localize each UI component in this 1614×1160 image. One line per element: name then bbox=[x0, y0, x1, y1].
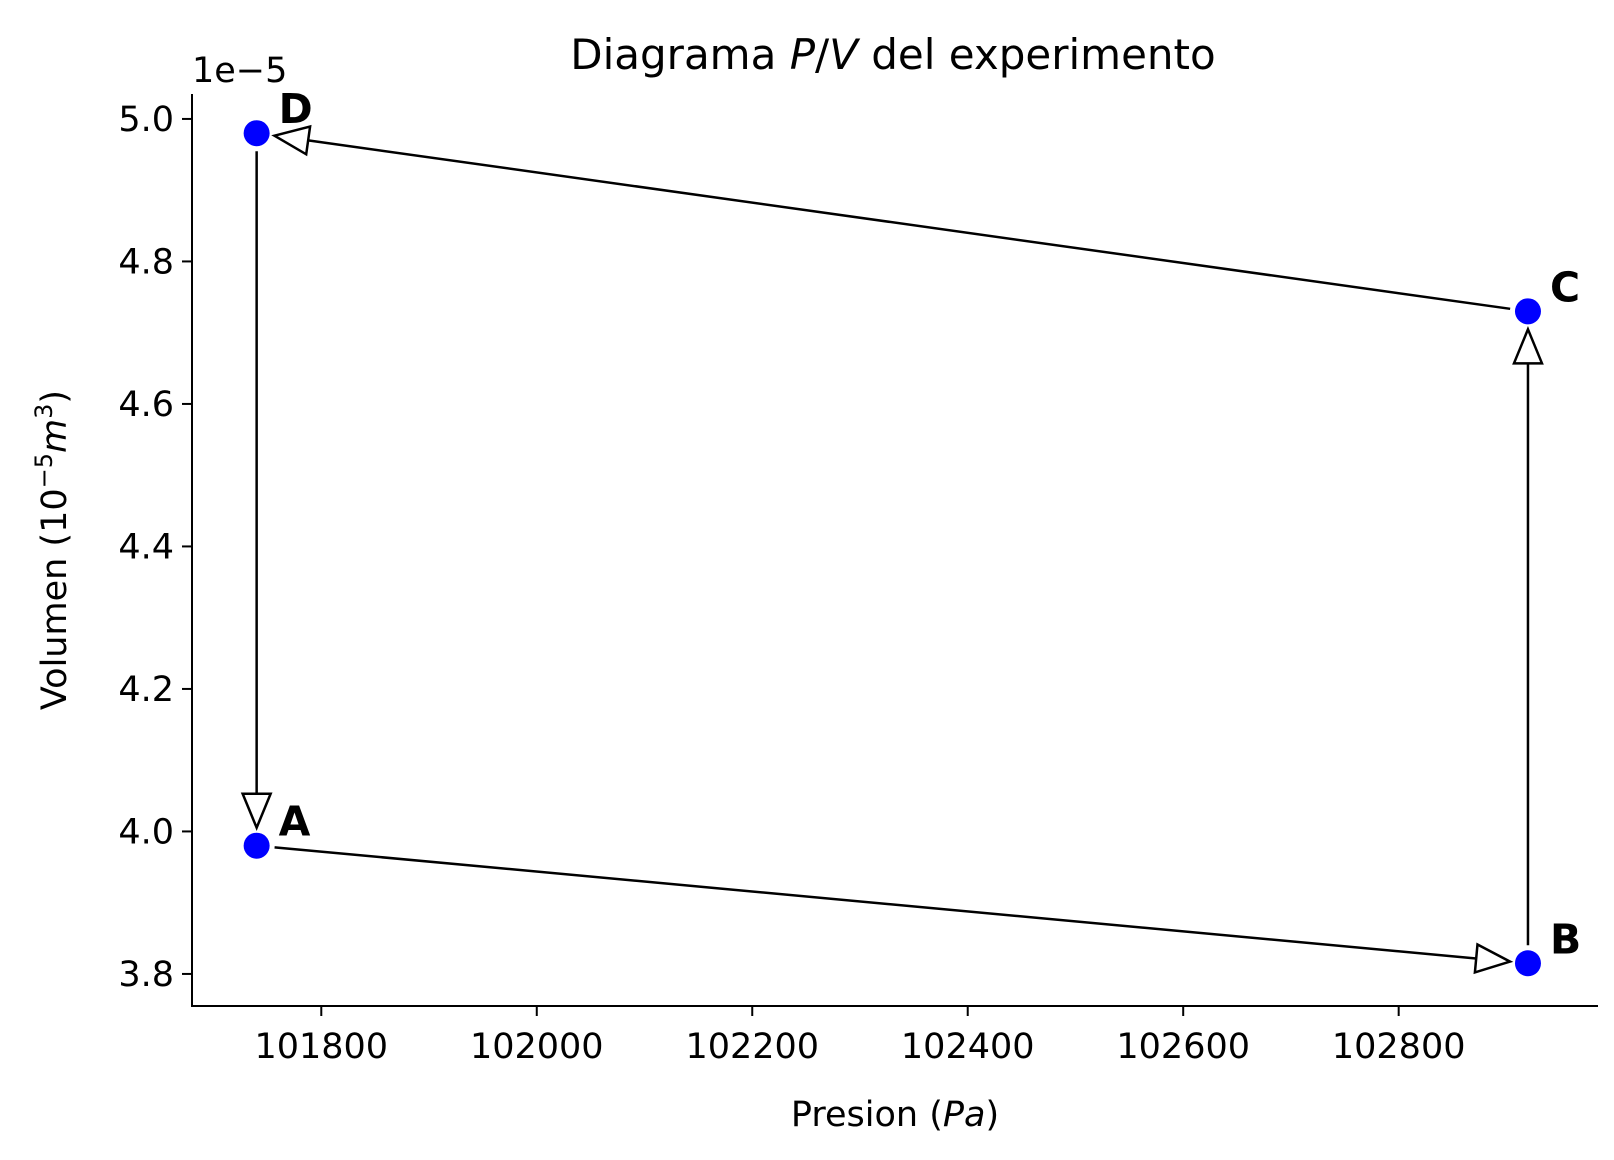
x-tick-label: 102200 bbox=[685, 1027, 819, 1067]
chart-title: Diagrama P/V del experimento bbox=[570, 30, 1215, 79]
x-tick-label: 101800 bbox=[254, 1027, 388, 1067]
arrow-head-D-A bbox=[240, 792, 273, 831]
arrow-line-A-B bbox=[274, 846, 1477, 960]
point-A bbox=[243, 832, 270, 859]
y-tick-label: 4.8 bbox=[118, 242, 174, 282]
point-label-A: A bbox=[279, 798, 311, 846]
point-B bbox=[1514, 950, 1541, 977]
point-C bbox=[1514, 298, 1541, 325]
y-offset-text: 1e−5 bbox=[192, 51, 287, 91]
point-label-C: C bbox=[1550, 263, 1580, 311]
x-tick-label: 102800 bbox=[1332, 1027, 1466, 1067]
x-tick-label: 102000 bbox=[470, 1027, 604, 1067]
point-D bbox=[243, 120, 270, 147]
title-italic-part: P bbox=[790, 30, 816, 79]
y-tick-label: 5.0 bbox=[118, 100, 174, 140]
x-tick-label: 102400 bbox=[901, 1027, 1035, 1067]
x-axis-label: Presion (Pa) bbox=[791, 1095, 999, 1135]
y-tick-label: 3.8 bbox=[118, 955, 174, 995]
arrow-head-B-C bbox=[1512, 326, 1544, 365]
title-part-2: del experimento bbox=[858, 30, 1216, 79]
y-axis-label: Volumen (10−5m3) bbox=[30, 390, 75, 710]
arrows bbox=[240, 124, 1544, 975]
y-ticks: 3.8 4.0 4.2 4.4 4.6 4.8 5.0 bbox=[118, 100, 192, 995]
y-tick-label: 4.2 bbox=[118, 670, 174, 710]
y-tick-label: 4.4 bbox=[118, 527, 174, 567]
y-tick-label: 4.0 bbox=[118, 812, 174, 852]
arrow-head-A-B bbox=[1473, 942, 1514, 975]
arrow-head-C-D bbox=[271, 124, 312, 157]
title-part-1: Diagrama bbox=[570, 30, 789, 79]
x-tick-label: 102600 bbox=[1116, 1027, 1250, 1067]
point-label-D: D bbox=[279, 85, 313, 133]
arrow-line-C-D bbox=[307, 139, 1511, 311]
points: A B C D bbox=[243, 85, 1581, 977]
x-ticks: 101800 102000 102200 102400 102600 102800 bbox=[254, 1006, 1465, 1067]
point-label-B: B bbox=[1550, 915, 1581, 963]
y-tick-label: 4.6 bbox=[118, 385, 174, 425]
